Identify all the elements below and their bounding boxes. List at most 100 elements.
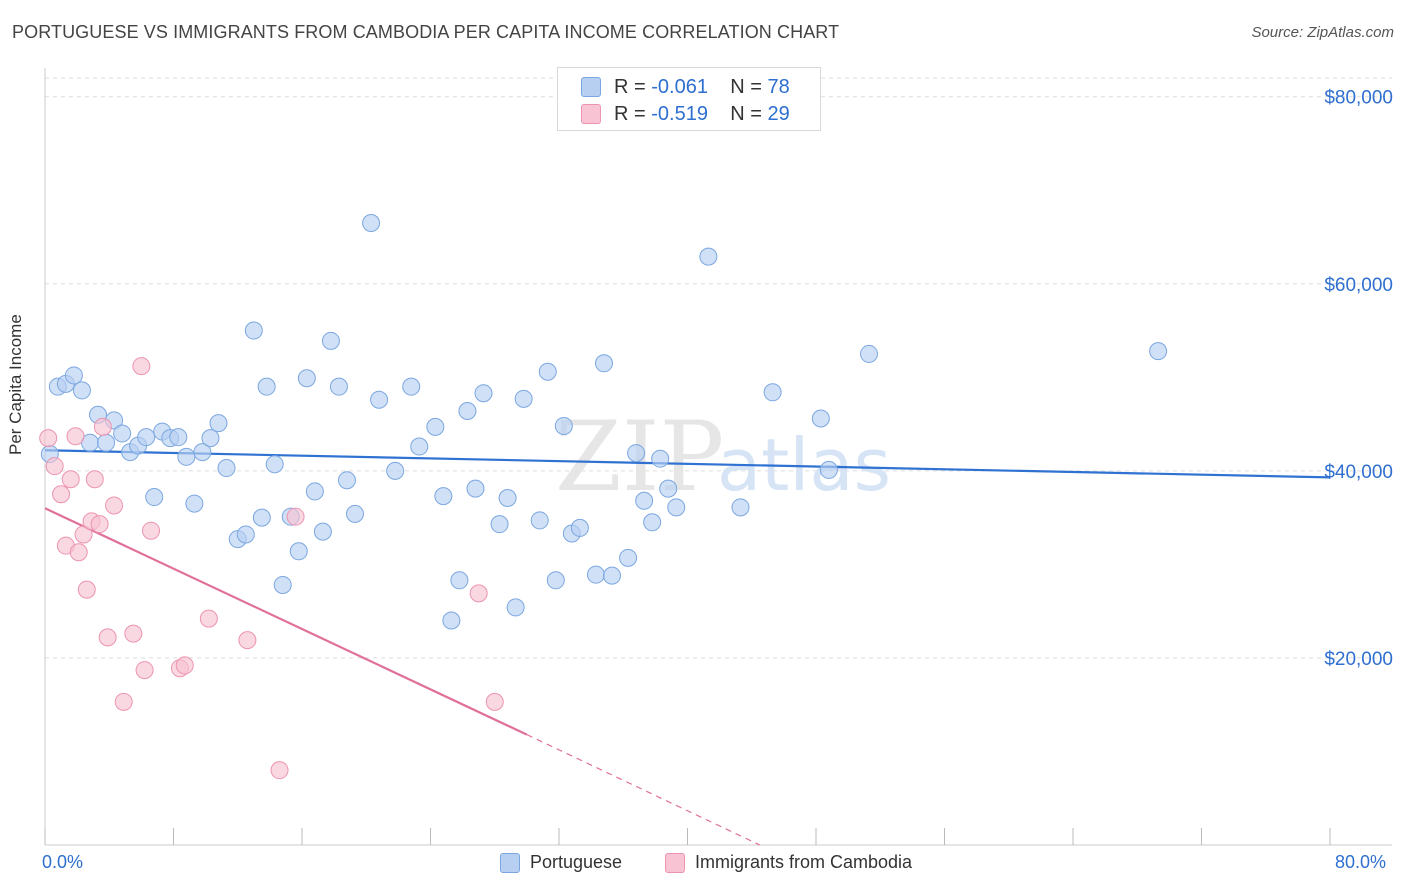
cambodia-point	[114, 692, 133, 711]
portuguese-point	[619, 548, 638, 567]
portuguese-point	[185, 494, 204, 513]
portuguese-point	[699, 247, 718, 266]
portuguese-point	[635, 491, 654, 510]
portuguese-point	[474, 384, 493, 403]
portuguese-point	[313, 522, 332, 541]
cambodia-point	[52, 485, 71, 504]
n-value-portuguese: 78	[767, 76, 790, 98]
portuguese-point	[506, 598, 525, 617]
portuguese-point	[442, 611, 461, 630]
r-value-cambodia: -0.519	[651, 103, 708, 125]
portuguese-point	[402, 377, 421, 396]
portuguese-point	[370, 390, 389, 409]
cambodia-point	[238, 631, 257, 650]
cambodia-point	[69, 543, 88, 562]
portuguese-point	[434, 487, 453, 506]
y-tick-label: $60,000	[1324, 275, 1393, 296]
r-label: R =	[614, 103, 646, 125]
portuguese-point	[346, 504, 365, 523]
portuguese-point	[177, 447, 196, 466]
cambodia-point	[45, 457, 64, 476]
x-min-label: 0.0%	[42, 852, 84, 872]
portuguese-point	[659, 479, 678, 498]
portuguese-point	[570, 518, 589, 537]
portuguese-point	[97, 433, 116, 452]
portuguese-point	[594, 354, 613, 373]
x-max-label: 80.0%	[1335, 852, 1387, 872]
cambodia-point	[98, 628, 117, 647]
grid	[45, 77, 1392, 659]
chart-title: PORTUGUESE VS IMMIGRANTS FROM CAMBODIA P…	[12, 22, 840, 42]
cambodia-swatch	[581, 104, 601, 124]
portuguese-point	[731, 498, 750, 517]
cambodia-point	[469, 584, 488, 603]
cambodia-point	[142, 521, 161, 540]
portuguese-point	[289, 542, 308, 561]
cambodia-point	[175, 656, 194, 675]
portuguese-point	[530, 511, 549, 530]
r-label: R =	[614, 76, 646, 98]
cambodia-point	[124, 624, 143, 643]
portuguese-point	[137, 428, 156, 447]
portuguese-point	[217, 459, 236, 478]
portuguese-point	[273, 575, 292, 594]
stats-legend: R = -0.061 N = 78 R = -0.519 N = 29	[557, 67, 821, 131]
cambodia-point	[90, 515, 109, 534]
portuguese-point	[244, 321, 263, 340]
portuguese-point	[386, 461, 405, 480]
cambodia-point	[132, 357, 151, 376]
portuguese-point	[169, 428, 188, 447]
y-tick-label: $80,000	[1324, 88, 1393, 109]
portuguese-point	[490, 515, 509, 534]
portuguese-point	[538, 362, 557, 381]
r-value-portuguese: -0.061	[651, 76, 708, 98]
portuguese-point	[514, 389, 533, 408]
portuguese-point	[193, 443, 212, 462]
portuguese-point	[209, 414, 228, 433]
portuguese-swatch	[581, 77, 601, 97]
portuguese-point	[819, 460, 838, 479]
portuguese-point	[811, 409, 830, 428]
portuguese-point	[201, 429, 220, 448]
portuguese-point	[667, 498, 686, 517]
portuguese-point	[603, 566, 622, 585]
cambodia-point	[85, 470, 104, 489]
portuguese-point	[546, 571, 565, 590]
portuguese-point	[337, 471, 356, 490]
portuguese-point	[763, 383, 782, 402]
portuguese-point	[329, 377, 348, 396]
portuguese-legend-swatch	[500, 853, 520, 873]
portuguese-point	[458, 401, 477, 420]
cambodia-legend-swatch	[665, 853, 685, 873]
portuguese-point	[1149, 342, 1168, 361]
portuguese-point	[305, 482, 324, 501]
n-label: N =	[730, 103, 762, 125]
legend-label-portuguese: Portuguese	[530, 852, 623, 872]
source-label: Source: ZipAtlas.com	[1251, 24, 1394, 41]
cambodia-trend-line	[44, 507, 528, 736]
data-points	[39, 213, 1168, 780]
cambodia-point	[39, 429, 58, 448]
n-label: N =	[730, 76, 762, 98]
portuguese-point	[145, 488, 164, 507]
portuguese-point	[498, 488, 517, 507]
cambodia-point	[135, 661, 154, 680]
portuguese-point	[236, 525, 255, 544]
portuguese-point	[72, 381, 91, 400]
portuguese-point	[860, 344, 879, 363]
portuguese-point	[450, 571, 469, 590]
cambodia-point	[93, 417, 112, 436]
cambodia-point	[199, 609, 218, 628]
y-axis-label: Per Capita Income	[6, 314, 25, 455]
portuguese-point	[257, 377, 276, 396]
portuguese-point	[426, 417, 445, 436]
y-tick-label: $20,000	[1324, 649, 1393, 670]
y-tick-label: $40,000	[1324, 462, 1393, 483]
portuguese-point	[651, 449, 670, 468]
watermark: ZIP atlas	[555, 401, 891, 513]
n-value-cambodia: 29	[767, 103, 790, 125]
trend-lines	[44, 449, 1331, 846]
portuguese-point	[265, 455, 284, 474]
legend-label-cambodia: Immigrants from Cambodia	[695, 852, 913, 872]
